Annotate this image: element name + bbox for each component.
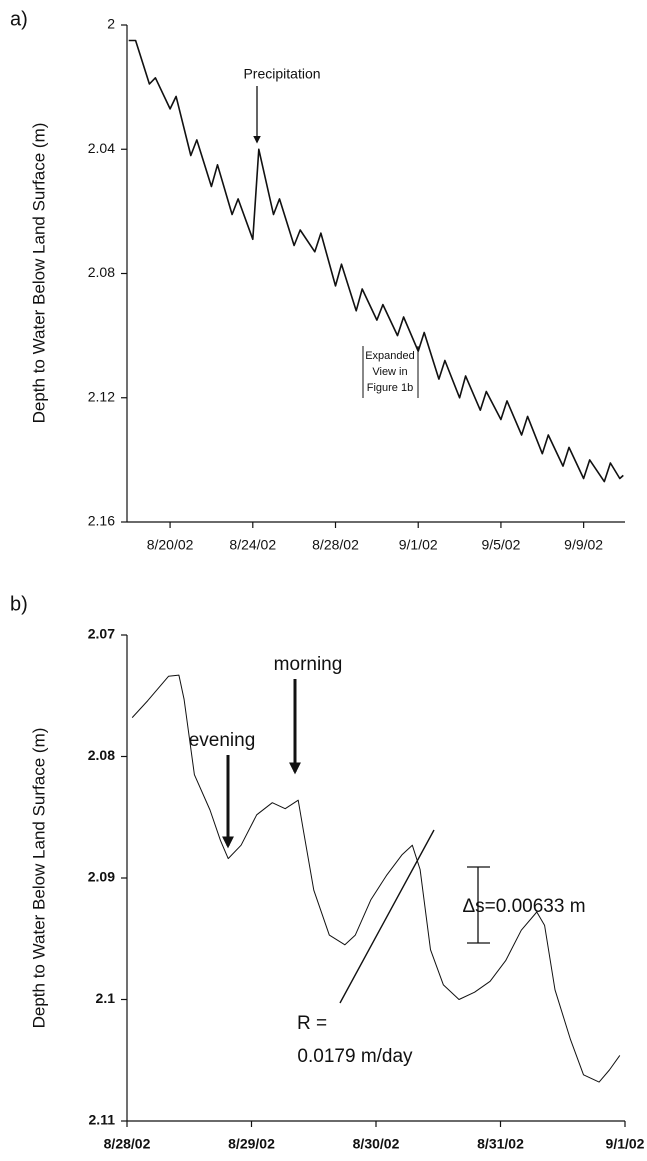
y-tick-label: 2.12 (88, 388, 115, 404)
annotation: Δs=0.00633 m (462, 896, 585, 917)
annotation: evening (189, 730, 256, 751)
x-tick-label: 8/28/02 (104, 1136, 151, 1152)
annotation: View in (372, 366, 407, 378)
panel-label: b) (10, 593, 28, 615)
x-tick-label: 9/9/02 (564, 537, 603, 553)
y-tick-label: 2 (107, 16, 115, 32)
x-tick-label: 9/5/02 (481, 537, 520, 553)
panel-label: a) (10, 8, 28, 30)
annotation: Expanded (365, 350, 415, 362)
y-axis-label: Depth to Water Below Land Surface (m) (29, 123, 48, 424)
y-axis-label: Depth to Water Below Land Surface (m) (29, 728, 48, 1029)
x-tick-label: 8/20/02 (147, 537, 194, 553)
data-line (128, 39, 624, 483)
fit-line (339, 829, 435, 1004)
annotation: morning (274, 654, 343, 675)
x-tick-label: 9/1/02 (399, 537, 438, 553)
y-tick-label: 2.11 (89, 1112, 116, 1128)
x-tick-label: 9/1/02 (606, 1136, 645, 1152)
y-tick-label: 2.16 (88, 513, 115, 529)
x-tick-label: 8/29/02 (228, 1136, 275, 1152)
x-tick-label: 8/24/02 (229, 537, 276, 553)
y-tick-label: 2.1 (96, 990, 116, 1006)
y-tick-label: 2.08 (88, 747, 115, 763)
y-tick-label: 2.08 (88, 264, 115, 280)
annotation: Precipitation (243, 66, 320, 82)
y-tick-label: 2.09 (88, 869, 115, 885)
y-tick-label: 2.04 (88, 140, 115, 156)
data-line (131, 674, 621, 1083)
x-tick-label: 8/28/02 (312, 537, 359, 553)
annotation: R = (297, 1013, 327, 1034)
x-tick-label: 8/31/02 (477, 1136, 524, 1152)
annotation: Figure 1b (367, 382, 413, 394)
annotation: 0.0179 m/day (297, 1046, 413, 1067)
x-tick-label: 8/30/02 (353, 1136, 400, 1152)
y-tick-label: 2.07 (88, 626, 115, 642)
